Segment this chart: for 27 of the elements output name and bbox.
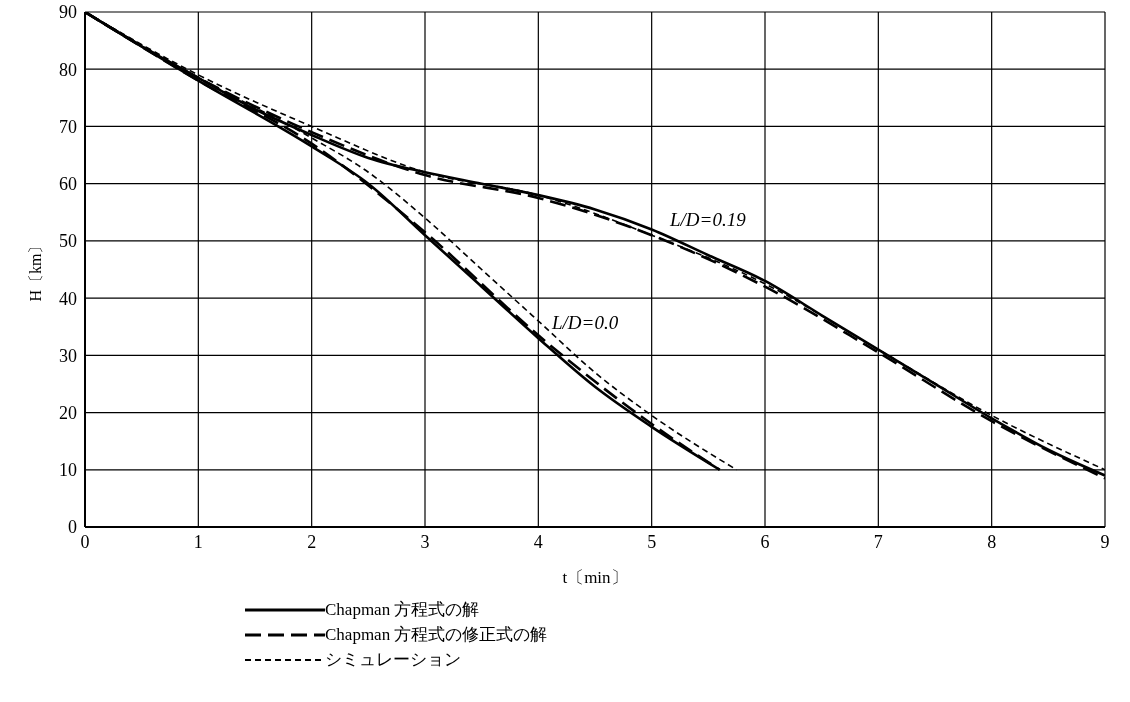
annotation: L/D=0.19 bbox=[669, 209, 747, 231]
y-tick-label: 90 bbox=[59, 2, 77, 23]
x-tick-label: 9 bbox=[1100, 531, 1110, 552]
y-tick-label: 80 bbox=[59, 59, 77, 80]
x-tick-label: 5 bbox=[647, 531, 657, 552]
x-tick-label: 8 bbox=[987, 531, 997, 552]
y-tick-label: 70 bbox=[59, 116, 77, 137]
x-tick-label: 6 bbox=[760, 531, 770, 552]
x-tick-label: 1 bbox=[193, 531, 203, 552]
legend-label: Chapman 方程式の解 bbox=[325, 599, 480, 621]
legend-label: シミュレーション bbox=[325, 649, 461, 671]
x-axis-title: t〔min〕 bbox=[562, 568, 628, 587]
y-tick-label: 60 bbox=[59, 174, 77, 195]
y-tick-label: 40 bbox=[59, 288, 77, 309]
y-tick-label: 20 bbox=[59, 402, 77, 423]
x-tick-label: 2 bbox=[307, 531, 317, 552]
y-tick-label: 10 bbox=[59, 460, 77, 481]
x-tick-label: 7 bbox=[873, 531, 883, 552]
y-tick-label: 0 bbox=[68, 517, 77, 538]
annotation: L/D=0.0 bbox=[551, 312, 620, 334]
x-tick-label: 3 bbox=[420, 531, 430, 552]
x-tick-label: 4 bbox=[533, 531, 543, 552]
y-axis-title: H〔km〕 bbox=[26, 237, 44, 302]
y-tick-label: 50 bbox=[59, 231, 77, 252]
y-tick-label: 30 bbox=[59, 345, 77, 366]
x-tick-label: 0 bbox=[80, 531, 90, 552]
legend-label: Chapman 方程式の修正式の解 bbox=[325, 624, 548, 646]
